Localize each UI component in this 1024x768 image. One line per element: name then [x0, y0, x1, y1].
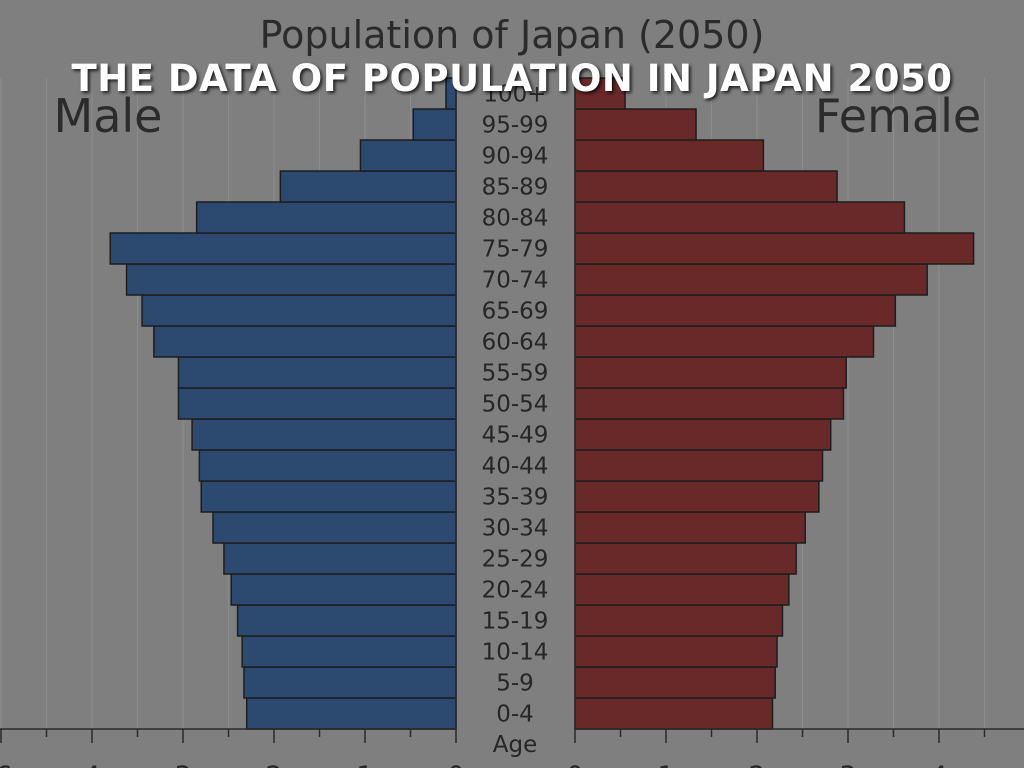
age-group-label: 85-89 — [482, 175, 549, 201]
x-tick-label: 3 — [174, 761, 191, 768]
age-group-label: 45-49 — [482, 423, 549, 449]
x-tick-label: 1 — [657, 761, 674, 768]
female-bar — [574, 635, 778, 668]
female-bar — [574, 480, 820, 513]
male-bar — [198, 449, 457, 482]
male-bar — [279, 170, 457, 203]
male-bar — [177, 387, 457, 420]
female-bar — [574, 294, 897, 327]
age-group-label: 5-9 — [496, 671, 534, 697]
x-tick-label: 1 — [356, 761, 373, 768]
age-group-label: 80-84 — [482, 206, 549, 232]
age-group-label: 40-44 — [482, 454, 549, 480]
age-group-label: 100+ — [483, 82, 546, 108]
male-bar — [241, 635, 457, 668]
female-bar — [574, 511, 806, 544]
x-tick-label: 2 — [265, 761, 282, 768]
female-bar — [574, 201, 906, 234]
male-bar — [243, 666, 457, 699]
female-bar — [574, 418, 832, 451]
age-group-label: 20-24 — [482, 578, 549, 604]
female-bar — [574, 604, 784, 637]
male-bar — [200, 480, 457, 513]
female-label: Female — [815, 89, 981, 143]
male-bar — [223, 542, 457, 575]
male-bar — [412, 108, 457, 141]
female-bar — [574, 542, 797, 575]
female-bars — [574, 77, 975, 730]
x-tick-label: 4 — [930, 761, 947, 768]
x-tick-label: 4 — [83, 761, 100, 768]
female-bar — [574, 108, 697, 141]
age-group-label: 70-74 — [482, 268, 549, 294]
male-bar — [191, 418, 457, 451]
female-bar — [574, 170, 838, 203]
age-group-label: 90-94 — [482, 144, 549, 170]
female-bar — [574, 232, 975, 265]
female-bar — [574, 387, 845, 420]
x-tick-label: 6 — [0, 761, 13, 768]
male-bar — [212, 511, 457, 544]
age-group-label: 15-19 — [482, 609, 549, 635]
axis-ticks: 6 4 3 2 1 0 0 1 2 3 4 — [0, 728, 1024, 768]
female-bar — [574, 263, 928, 296]
male-bar — [245, 697, 457, 730]
age-group-label: 65-69 — [482, 299, 549, 325]
female-bar — [574, 697, 774, 730]
male-bar — [109, 232, 457, 265]
x-tick-label: 0 — [566, 761, 583, 768]
male-bar — [195, 201, 457, 234]
male-bars — [109, 77, 457, 730]
slide-title: THE DATA OF POPULATION IN JAPAN 2050 — [71, 57, 953, 100]
female-bar — [574, 325, 875, 358]
male-bar — [177, 356, 457, 389]
age-group-label: 30-34 — [482, 516, 549, 542]
male-bar — [359, 139, 457, 172]
x-tick-label: 0 — [447, 761, 464, 768]
x-tick-label: 2 — [748, 761, 765, 768]
male-bar — [125, 263, 457, 296]
female-bar — [574, 573, 790, 606]
age-group-label: 55-59 — [482, 361, 549, 387]
age-group-label: 50-54 — [482, 392, 549, 418]
age-group-label: 95-99 — [482, 113, 549, 139]
age-group-label: 35-39 — [482, 485, 549, 511]
female-bar — [574, 139, 765, 172]
age-group-label: 10-14 — [482, 640, 549, 666]
male-bar — [153, 325, 457, 358]
male-bar — [230, 573, 457, 606]
age-group-label: 75-79 — [482, 237, 549, 263]
age-group-label: 25-29 — [482, 547, 549, 573]
male-bar — [141, 294, 457, 327]
age-axis-label: Age — [493, 732, 537, 758]
age-labels: 0-4 5-9 10-14 15-19 20-24 25-29 30-34 35-39 40-4… — [482, 82, 549, 728]
female-bar — [574, 356, 847, 389]
male-bar — [236, 604, 457, 637]
x-tick-label: 3 — [839, 761, 856, 768]
male-label: Male — [54, 89, 163, 143]
female-bar — [574, 449, 824, 482]
age-group-label: 60-64 — [482, 330, 549, 356]
female-bar — [574, 666, 776, 699]
age-group-label: 0-4 — [496, 702, 534, 728]
chart-title: Population of Japan (2050) — [260, 13, 765, 57]
